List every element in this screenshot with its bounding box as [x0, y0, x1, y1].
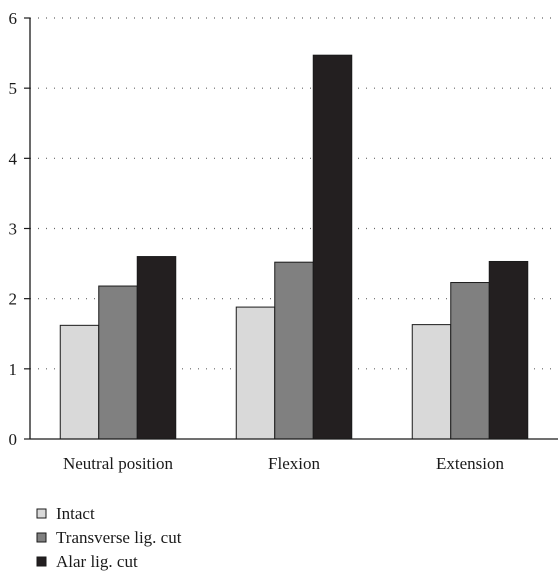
legend-label: Transverse lig. cut: [56, 528, 182, 547]
y-tick-label: 5: [9, 79, 18, 98]
bar: [235, 306, 276, 440]
bar: [488, 260, 529, 440]
x-category-label: Neutral position: [63, 454, 174, 473]
bar: [136, 256, 177, 440]
y-tick-label: 2: [9, 290, 18, 309]
legend-label: Alar lig. cut: [56, 552, 138, 571]
x-category-label: Flexion: [268, 454, 320, 473]
bars: [59, 54, 529, 440]
bar: [450, 282, 490, 440]
y-tick-label: 0: [9, 430, 18, 449]
y-tick-label: 1: [9, 360, 18, 379]
bar: [312, 54, 353, 440]
legend-swatch: [36, 532, 47, 543]
bar: [411, 324, 452, 440]
bar: [98, 285, 138, 440]
x-axis-labels: Neutral position Flexion Extension: [63, 454, 504, 473]
y-tick-label: 4: [9, 149, 18, 168]
y-tick-label: 6: [9, 9, 18, 28]
bar: [59, 324, 100, 440]
legend-label: Intact: [56, 504, 95, 523]
legend: Intact Transverse lig. cut Alar lig. cut: [36, 504, 182, 571]
legend-swatch: [36, 508, 47, 519]
bar: [274, 261, 314, 440]
legend-swatch: [36, 556, 47, 567]
y-axis-ticks: 0 1 2 3 4 5 6: [9, 9, 30, 449]
y-tick-label: 3: [9, 220, 18, 239]
x-category-label: Extension: [436, 454, 504, 473]
